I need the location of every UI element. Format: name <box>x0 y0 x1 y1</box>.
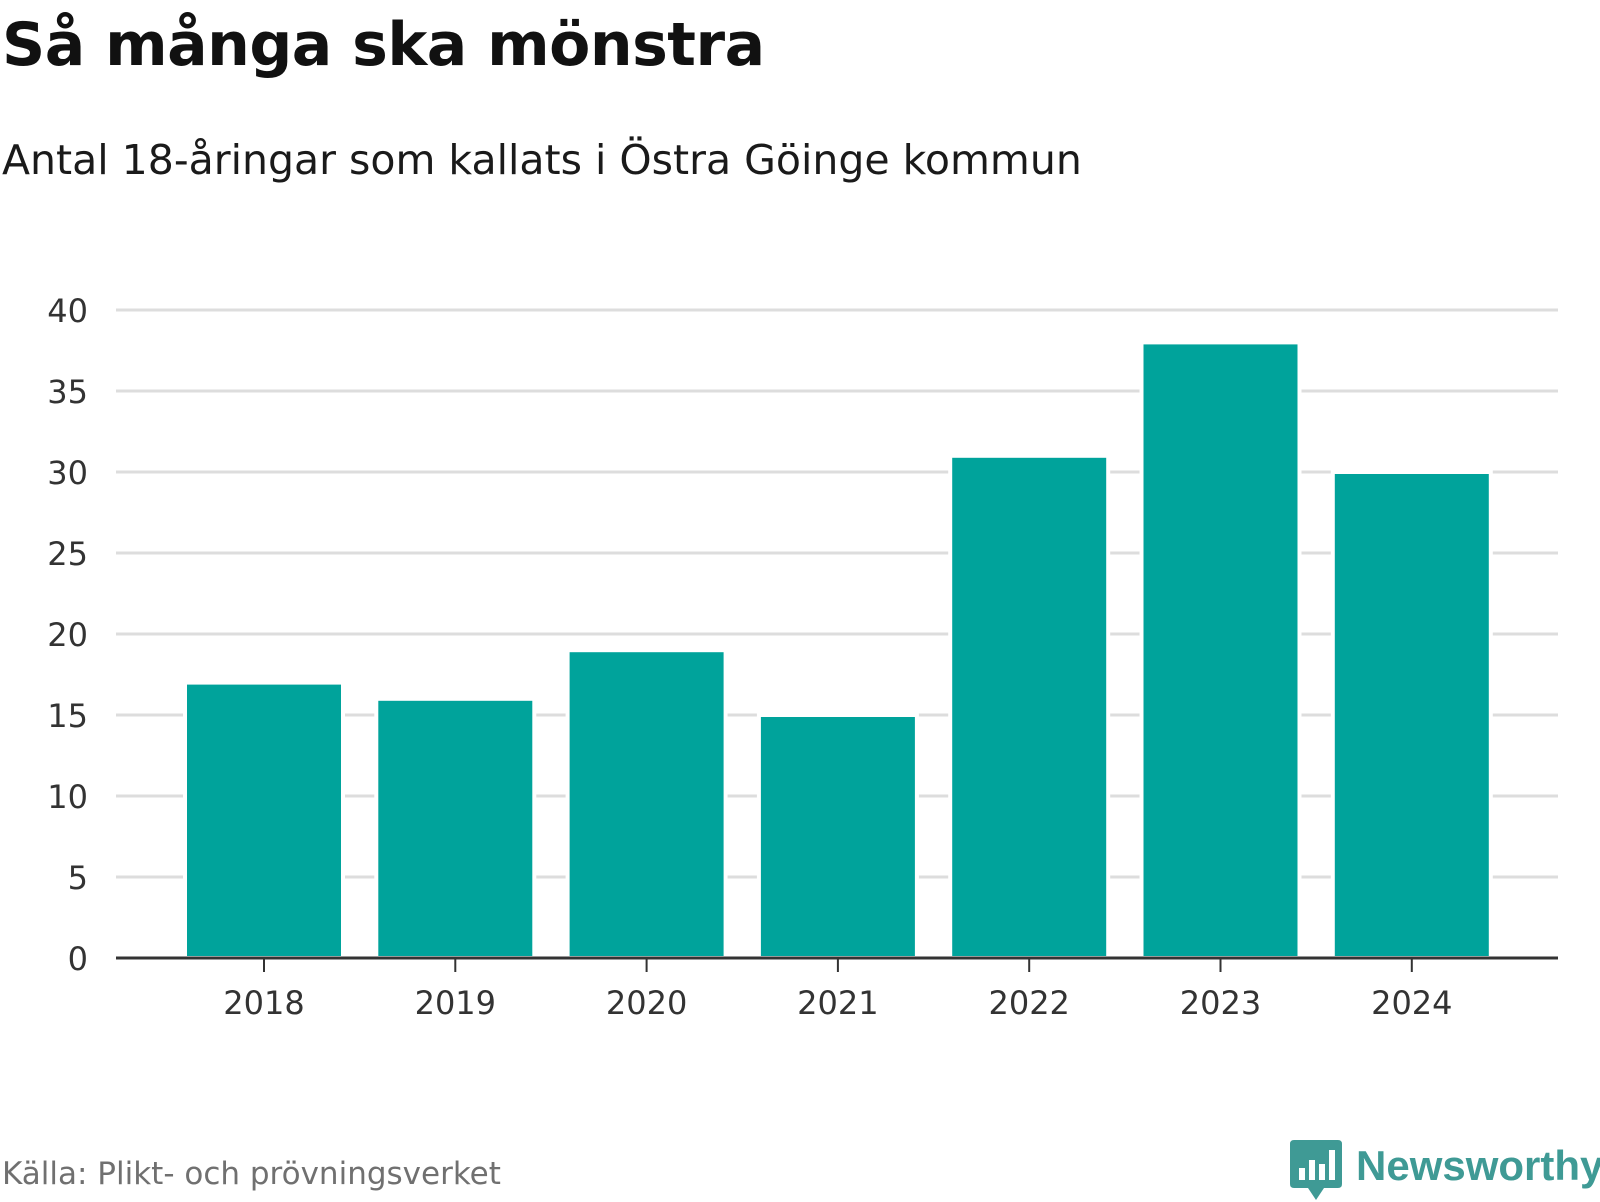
x-tick-label: 2023 <box>1180 984 1261 1022</box>
y-tick-label: 40 <box>47 292 88 330</box>
y-tick-label: 30 <box>47 454 88 492</box>
x-tick-label: 2020 <box>606 984 687 1022</box>
y-tick-label: 15 <box>47 697 88 735</box>
x-axis-ticks: 2018 2019 2020 2021 2022 2023 2024 <box>223 958 1453 1022</box>
x-tick-label: 2018 <box>223 984 304 1022</box>
source-note: Källa: Plikt- och prövningsverket <box>2 1156 501 1192</box>
y-tick-label: 10 <box>47 778 88 816</box>
bar-2021 <box>756 713 919 960</box>
chart-title: Så många ska mönstra <box>2 10 765 80</box>
y-axis-ticks: 0 5 10 15 20 25 30 35 40 <box>47 292 88 978</box>
x-tick-label: 2022 <box>988 984 1069 1022</box>
x-tick-label: 2019 <box>415 984 496 1022</box>
bar-2019 <box>374 696 537 960</box>
bars <box>183 340 1493 960</box>
x-tick-label: 2021 <box>797 984 878 1022</box>
newsworthy-logo-icon <box>1290 1140 1342 1200</box>
y-tick-label: 35 <box>47 373 88 411</box>
y-tick-label: 25 <box>47 535 88 573</box>
y-tick-label: 5 <box>68 859 88 897</box>
bar-2018 <box>183 680 345 960</box>
bar-2023 <box>1139 340 1302 960</box>
bar-2022 <box>948 453 1111 960</box>
brand-name: Newsworthy <box>1356 1142 1600 1189</box>
y-tick-label: 0 <box>68 940 88 978</box>
chart-subtitle: Antal 18-åringar som kallats i Östra Göi… <box>2 136 1082 184</box>
bar-2024 <box>1330 470 1493 960</box>
y-tick-label: 20 <box>47 616 88 654</box>
bar-2020 <box>565 648 728 960</box>
bar-chart: 0 5 10 15 20 25 30 35 40 2018 2019 2020 2021 2022 202… <box>47 292 1558 1022</box>
x-tick-label: 2024 <box>1371 984 1452 1022</box>
